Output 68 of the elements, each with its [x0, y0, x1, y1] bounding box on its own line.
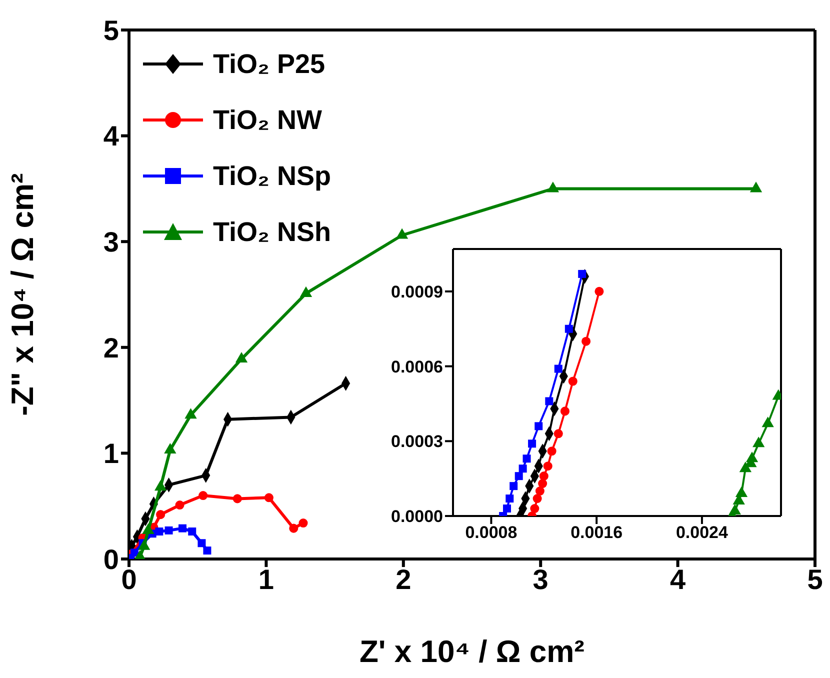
point — [154, 480, 167, 491]
legend-label: TiO₂ P25 — [213, 48, 326, 80]
point — [289, 524, 298, 533]
point — [506, 494, 514, 503]
point — [514, 472, 523, 480]
point — [750, 182, 762, 192]
point — [582, 336, 591, 346]
point — [203, 546, 212, 555]
point — [534, 422, 543, 430]
y-tick-label: 0.0009 — [391, 282, 443, 302]
point — [396, 228, 408, 239]
x-axis-title: Z' x 10⁴ / Ω cm² — [359, 634, 585, 669]
point — [164, 526, 173, 534]
legend-label: TiO₂ NSp — [213, 160, 332, 192]
point — [546, 182, 560, 192]
point — [298, 518, 308, 528]
x-tick-label: 0.0016 — [570, 523, 623, 542]
point — [532, 494, 542, 504]
point — [503, 504, 512, 513]
point — [578, 270, 586, 278]
y-tick-label: 0.0000 — [391, 507, 443, 526]
x-tick-label: 0.0024 — [676, 523, 729, 542]
point — [545, 397, 554, 406]
point — [564, 324, 573, 333]
y-tick-label: 4 — [103, 120, 120, 152]
point — [164, 443, 176, 454]
point — [300, 286, 312, 297]
y-tick-label: 1 — [103, 438, 119, 470]
legend-label: TiO₂ NSh — [213, 216, 332, 248]
point — [560, 406, 570, 416]
point — [178, 524, 187, 532]
point — [175, 500, 184, 510]
legend-label: TiO₂ NW — [213, 104, 322, 136]
x-tick-label: 5 — [807, 564, 823, 595]
point — [155, 527, 164, 536]
x-tick-label: 0.0008 — [465, 523, 518, 542]
y-tick-label: 0.0003 — [391, 432, 443, 452]
point — [594, 286, 604, 296]
point — [547, 446, 556, 456]
point — [528, 440, 536, 448]
x-tick-label: 1 — [258, 564, 274, 595]
point — [543, 462, 552, 471]
point — [539, 472, 548, 481]
point — [188, 527, 196, 536]
y-tick-label: 3 — [103, 226, 119, 258]
y-tick-label: 5 — [103, 14, 119, 46]
point — [554, 364, 562, 373]
point — [568, 376, 578, 386]
point — [510, 482, 518, 490]
point — [535, 486, 544, 496]
point — [184, 408, 197, 419]
x-tick-label: 3 — [532, 564, 548, 595]
x-tick-label: 4 — [670, 564, 686, 595]
y-tick-label: 0 — [103, 544, 119, 575]
point — [538, 479, 548, 488]
point — [198, 539, 206, 548]
y-tick-label: 0.0006 — [391, 357, 443, 376]
point — [264, 493, 274, 502]
point — [554, 429, 563, 438]
y-axis-title: -Z" x 10⁴ / Ω cm² — [5, 173, 40, 416]
point — [156, 510, 166, 520]
point — [522, 454, 531, 463]
point — [235, 352, 248, 363]
point — [198, 491, 208, 500]
y-tick-label: 2 — [103, 332, 119, 364]
point — [232, 494, 242, 504]
point — [530, 504, 540, 514]
point — [518, 464, 527, 473]
